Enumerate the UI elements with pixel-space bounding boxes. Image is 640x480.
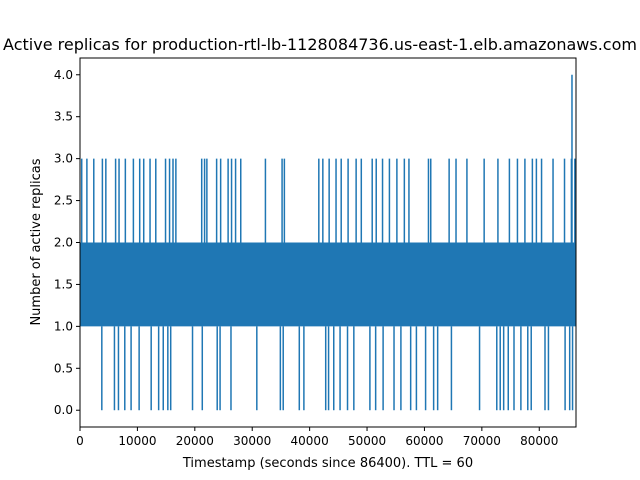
x-tick-label: 0 [76, 434, 84, 448]
x-axis: 0 10000 20000 30000 40000 50000 60000 70000 8000… [76, 427, 558, 448]
y-tick-label: 2.5 [54, 194, 73, 208]
y-axis: 0.0 0.5 1.0 1.5 2.0 2.5 3.0 3.5 4.0 [54, 68, 80, 417]
x-tick-label: 40000 [291, 434, 329, 448]
chart-title: Active replicas for production-rtl-lb-11… [3, 35, 637, 54]
y-axis-label: Number of active replicas [29, 158, 44, 325]
x-tick-label: 10000 [118, 434, 156, 448]
data-series [80, 74, 576, 411]
y-tick-label: 2.0 [54, 236, 73, 250]
oscillation-band [80, 242, 576, 327]
x-tick-label: 60000 [405, 434, 443, 448]
x-tick-label: 50000 [348, 434, 386, 448]
y-tick-label: 0.0 [54, 403, 73, 417]
y-tick-label: 1.0 [54, 319, 73, 333]
y-tick-label: 1.5 [54, 277, 73, 291]
y-tick-label: 4.0 [54, 68, 73, 82]
y-tick-label: 3.5 [54, 110, 73, 124]
x-tick-label: 20000 [176, 434, 214, 448]
plot-frame [79, 57, 577, 428]
x-tick-label: 70000 [463, 434, 501, 448]
x-tick-label: 30000 [233, 434, 271, 448]
y-tick-label: 0.5 [54, 361, 73, 375]
x-axis-label: Timestamp (seconds since 86400). TTL = 6… [182, 456, 473, 471]
y-tick-label: 3.0 [54, 152, 73, 166]
x-tick-label: 80000 [520, 434, 558, 448]
